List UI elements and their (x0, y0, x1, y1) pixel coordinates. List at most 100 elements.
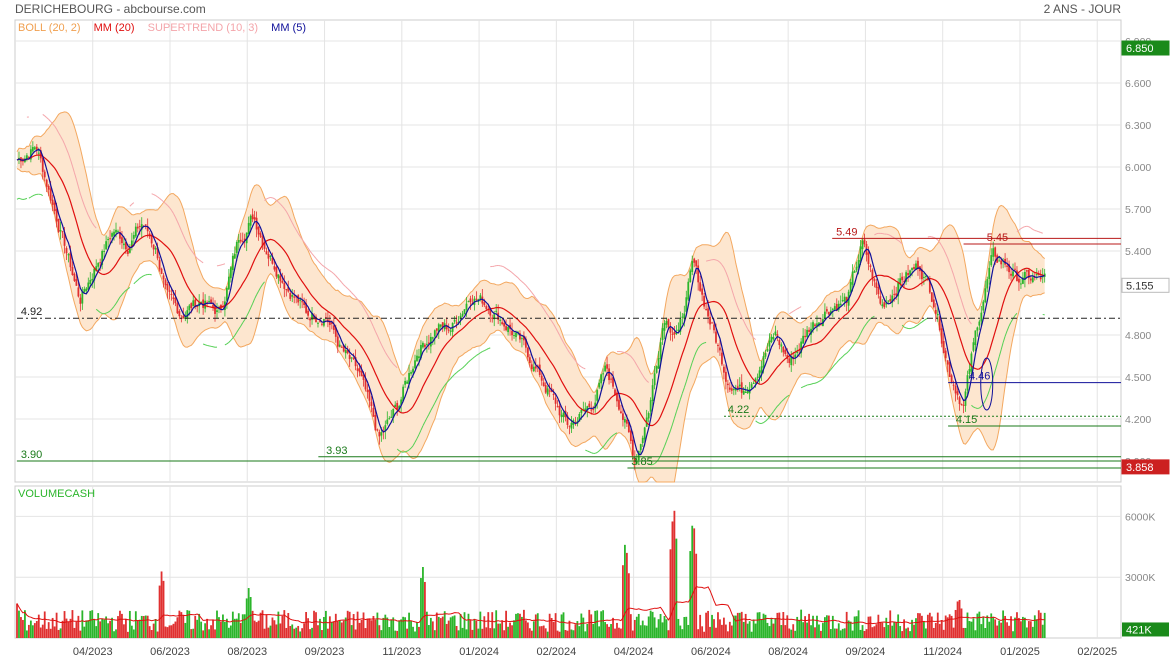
volume-bar (670, 549, 672, 638)
candle-body (889, 299, 891, 301)
volume-bar (60, 628, 62, 638)
candle-body (416, 356, 418, 362)
supertrend-segment (975, 408, 977, 409)
candle-body (868, 252, 870, 264)
candle-body (299, 300, 301, 301)
supertrend-segment (1029, 227, 1031, 228)
candle-body (547, 388, 549, 394)
candle-body (745, 392, 747, 393)
candle-body (386, 420, 388, 424)
volume-bar (293, 629, 295, 638)
volume-bar (626, 553, 628, 638)
volume-bar (830, 629, 832, 638)
candle-body (771, 337, 773, 342)
candle-body (961, 404, 963, 405)
supertrend-segment (330, 271, 332, 272)
supertrend-segment (340, 280, 342, 282)
volume-bar (109, 621, 111, 638)
volume-bar (495, 610, 497, 638)
candle-body (115, 230, 117, 233)
candle-body (339, 345, 341, 347)
candle-body (543, 382, 545, 386)
supertrend-segment (795, 309, 797, 310)
volume-bar (816, 616, 818, 638)
candle-body (127, 251, 129, 254)
candle-body (533, 367, 535, 371)
supertrend-segment (597, 451, 599, 453)
supertrend-segment (1023, 227, 1025, 228)
volume-bar (159, 586, 161, 638)
candle-body (99, 262, 101, 263)
volume-bar (602, 610, 604, 638)
supertrend-segment (821, 379, 823, 381)
supertrend-segment (136, 280, 138, 282)
volume-title: VOLUMECASH (18, 488, 95, 500)
volume-bar (654, 617, 656, 638)
volume-bar (468, 614, 470, 638)
volume-bar (307, 618, 309, 638)
supertrend-segment (520, 280, 522, 282)
volume-bar (143, 616, 145, 638)
candle-body (169, 290, 171, 291)
supertrend-segment (765, 419, 767, 421)
candle-body (34, 147, 36, 149)
volume-bar (331, 622, 333, 638)
volume-bar (171, 625, 173, 638)
supertrend-segment (815, 383, 817, 384)
candle-body (691, 261, 693, 272)
supertrend-segment (1041, 233, 1043, 234)
volume-bar (123, 624, 125, 638)
chart-title: DERICHEBOURG - abcbourse.com (15, 2, 206, 16)
candle-body (844, 297, 846, 302)
candle-body (596, 390, 598, 401)
volume-bar (131, 626, 133, 638)
volume-bar (321, 630, 323, 638)
volume-bar (505, 611, 507, 638)
volume-bar (646, 626, 648, 638)
volume-bar (380, 630, 382, 638)
candle-body (879, 296, 881, 303)
candle-body (448, 330, 450, 331)
volume-bar (182, 615, 184, 638)
candle-body (681, 317, 683, 318)
candle-body (672, 334, 674, 335)
supertrend-segment (320, 263, 322, 265)
volume-bar (917, 613, 919, 638)
volume-bar (788, 629, 790, 638)
volume-bar (664, 616, 666, 638)
candle-body (911, 268, 913, 270)
volume-bar (438, 617, 440, 638)
candle-body (440, 324, 442, 326)
candle-body (491, 318, 493, 319)
volume-bar (489, 628, 491, 638)
candle-body (606, 364, 608, 368)
supertrend-segment (835, 363, 837, 365)
volume-bar (279, 623, 281, 638)
volume-bar (256, 622, 258, 638)
supertrend-segment (512, 273, 514, 275)
candle-body (133, 235, 135, 239)
volume-bar (565, 630, 567, 638)
candle-body (561, 415, 563, 417)
candle-body (875, 282, 877, 287)
supertrend-segment (849, 349, 851, 351)
candle-body (62, 231, 64, 232)
volume-bar (283, 610, 285, 638)
candle-body (337, 336, 339, 346)
supertrend-segment (904, 327, 906, 328)
volume-bar (190, 629, 192, 638)
supertrend-segment (583, 368, 585, 369)
time-tick-label: 09/2024 (846, 646, 886, 658)
volume-bar (157, 632, 159, 638)
candle-body (105, 241, 107, 249)
candle-body (610, 379, 612, 380)
volume-bar (315, 612, 317, 638)
volume-bar (513, 620, 515, 638)
candle-body (984, 288, 986, 302)
level-label-3.90: 3.90 (21, 449, 42, 461)
volume-bar (129, 611, 131, 638)
volume-bar (97, 613, 99, 638)
candle-body (834, 306, 836, 310)
supertrend-segment (797, 308, 799, 309)
price-tick-label: 5.400 (1125, 246, 1151, 258)
